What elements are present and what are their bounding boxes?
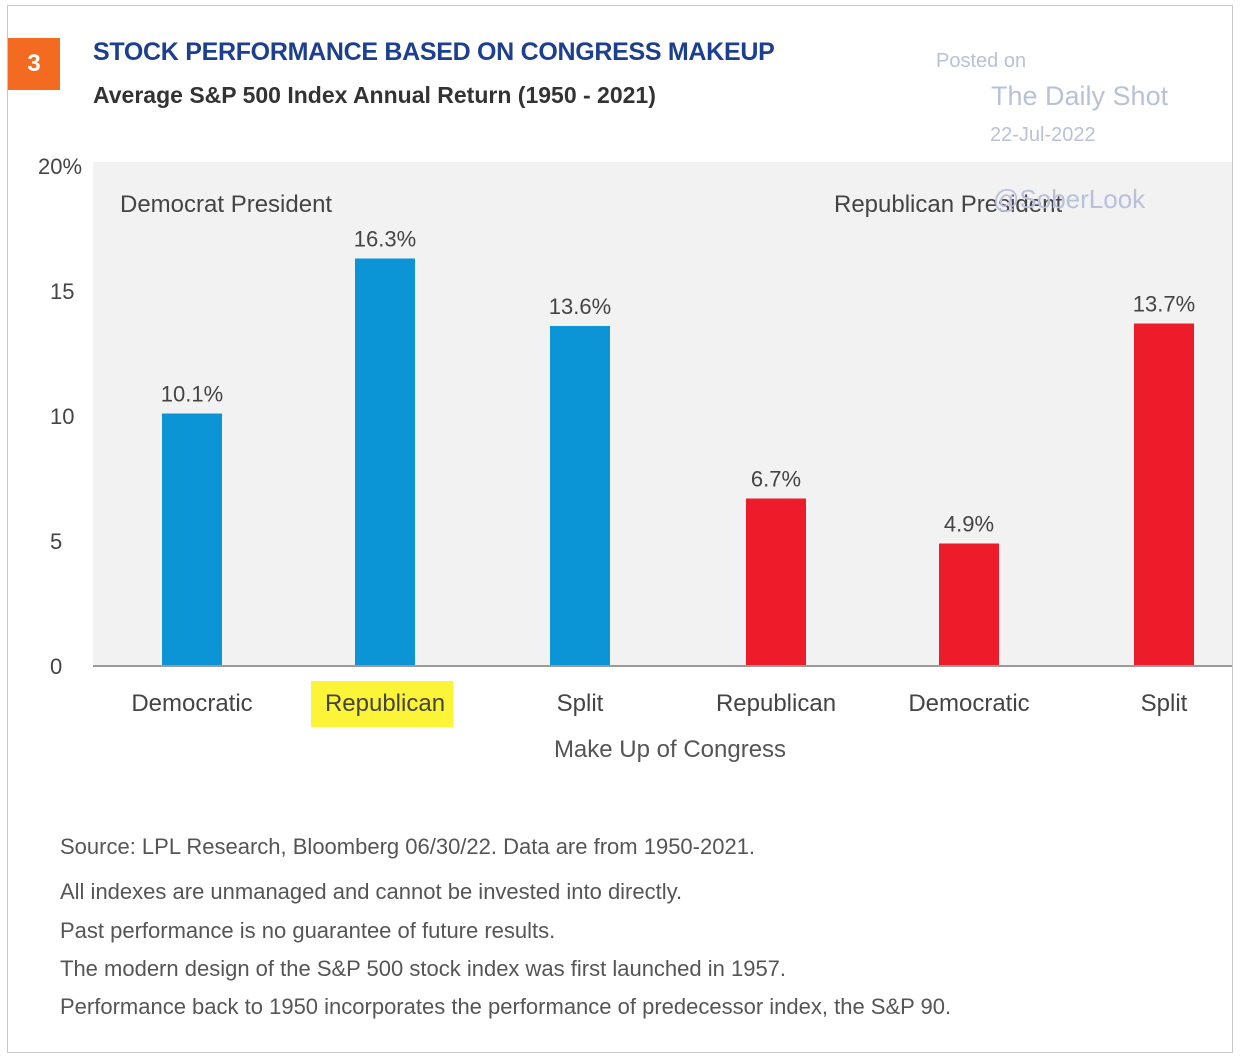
x-category-label: Republican (716, 690, 836, 717)
chart-subtitle: Average S&P 500 Index Annual Return (195… (93, 82, 656, 108)
bar-value-label: 16.3% (354, 227, 416, 252)
bar-dem-pres-democratic (162, 413, 222, 666)
x-category-label: Split (557, 690, 604, 717)
y-tick-label: 15 (50, 279, 74, 304)
watermark-source: The Daily Shot (991, 81, 1169, 111)
figure-number-badge: 3 (8, 38, 60, 90)
y-tick-label: 0 (50, 654, 62, 679)
bar-value-label: 13.7% (1133, 292, 1195, 317)
x-category-label: Democratic (908, 690, 1029, 717)
bar-chart: 10.1% 16.3% 13.6% 6.7% 4.9% 13.7% 0 5 10 15 20% D… (38, 154, 1232, 763)
y-tick-label: 5 (50, 529, 62, 554)
bar-value-label: 13.6% (549, 294, 611, 319)
watermark-posted-on: Posted on (936, 50, 1027, 72)
footer-note-1: All indexes are unmanaged and cannot be … (60, 879, 683, 904)
bar-value-label: 10.1% (161, 382, 223, 407)
group-label-democrat: Democrat President (120, 191, 332, 218)
bar-rep-pres-republican (746, 498, 806, 666)
x-categories-layer: Democratic Republican Split Republican Democ… (131, 681, 1188, 727)
bars-layer: 10.1% 16.3% 13.6% 6.7% 4.9% 13.7% (161, 227, 1195, 666)
watermark-handle: @SoberLook (993, 184, 1146, 214)
y-tick-label: 20% (38, 154, 82, 179)
bar-rep-pres-split (1134, 323, 1194, 666)
footer-source: Source: LPL Research, Bloomberg 06/30/22… (60, 834, 756, 859)
group-label-republican: Republican President (834, 191, 1062, 218)
x-category-label: Republican (325, 690, 445, 717)
x-category-label: Democratic (131, 690, 252, 717)
bar-dem-pres-split (550, 326, 610, 666)
bar-dem-pres-republican (355, 258, 415, 666)
y-tick-label: 10 (50, 404, 74, 429)
bar-rep-pres-democratic (939, 543, 999, 666)
plot-background (93, 162, 1232, 666)
x-axis-label: Make Up of Congress (554, 736, 786, 763)
bar-value-label: 6.7% (751, 467, 801, 492)
x-category-label: Split (1141, 690, 1188, 717)
footer-note-3: The modern design of the S&P 500 stock i… (60, 956, 787, 981)
footer-note-2: Past performance is no guarantee of futu… (60, 918, 556, 943)
y-ticks-layer: 0 5 10 15 20% (38, 154, 82, 679)
category-highlight (311, 681, 453, 727)
watermark-date: 22-Jul-2022 (990, 124, 1096, 146)
bar-value-label: 4.9% (944, 512, 994, 537)
chart-title: STOCK PERFORMANCE BASED ON CONGRESS MAKE… (93, 38, 775, 66)
footer-note-4: Performance back to 1950 incorporates th… (60, 994, 952, 1019)
